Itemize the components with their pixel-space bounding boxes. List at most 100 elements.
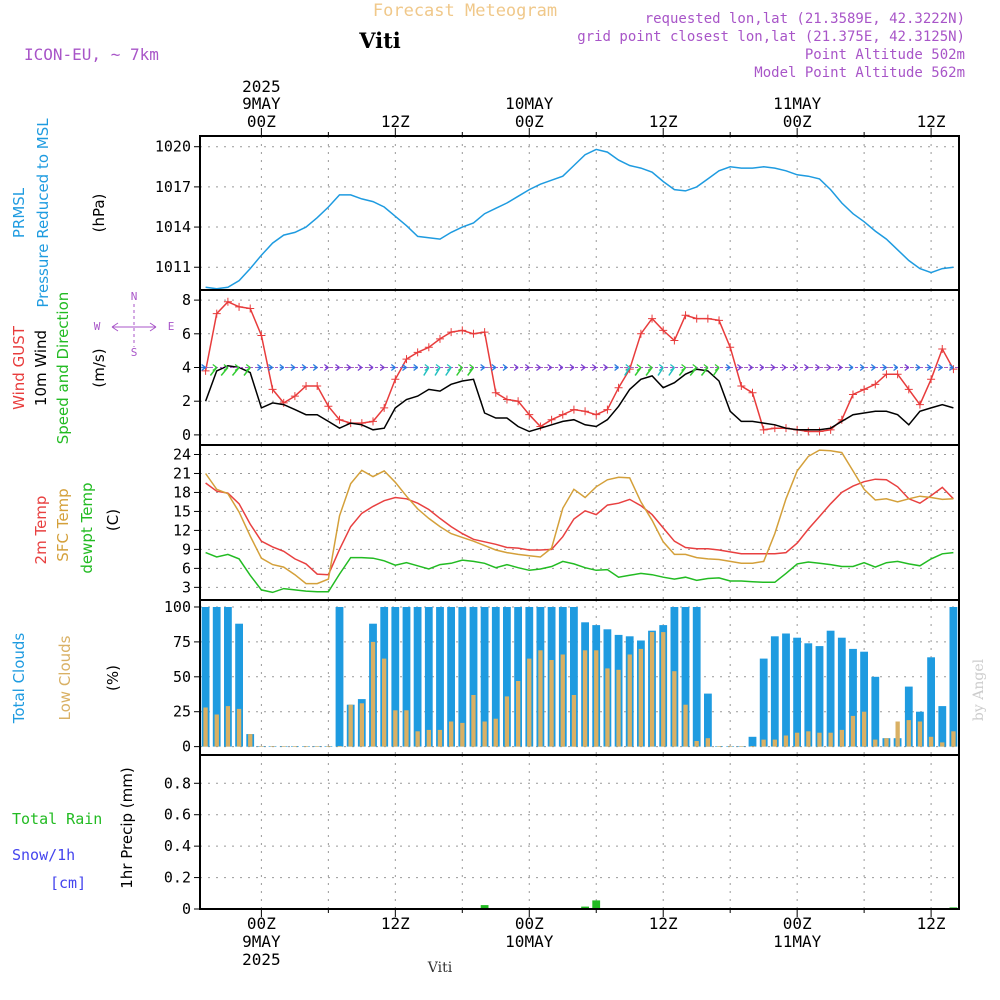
wind-arrowhead [446, 364, 452, 371]
y-tick-label: 100 [164, 598, 191, 616]
bar-low-clouds [382, 658, 387, 747]
gust-marker [424, 343, 433, 352]
bottom-tick-label: 00Z [247, 914, 276, 933]
wind-arrowhead [513, 364, 519, 371]
bar-low-clouds [828, 732, 833, 747]
wind-arrowhead [257, 364, 262, 371]
gridpoint-coords: grid point closest lon,lat (21.375E, 42.… [577, 29, 965, 45]
top-date-label: 9MAY [242, 94, 281, 113]
series-prmsl [205, 148, 954, 290]
y-tick-label: 1020 [155, 138, 191, 156]
gust-marker [882, 370, 891, 379]
y-tick-label: 4 [182, 359, 191, 377]
gust-marker [581, 407, 590, 416]
compass-arrows [111, 322, 157, 332]
bar-low-clouds [248, 734, 253, 747]
bar-low-clouds [806, 731, 811, 747]
gust-marker [335, 415, 344, 424]
y-tick-label: 0.4 [164, 837, 191, 855]
low-clouds-label: Low Clouds [56, 635, 74, 720]
wind-arrowhead [480, 364, 485, 371]
wind-arrowhead [346, 364, 352, 371]
wind-speed-dir-label: Speed and Direction [54, 292, 72, 445]
y-tick-label: 6 [182, 325, 191, 343]
bar-low-clouds [549, 660, 554, 747]
wind-arrowhead [424, 364, 430, 371]
gust-marker [804, 427, 813, 436]
wind-arrowhead [591, 364, 597, 371]
y-tick-label: 0 [182, 900, 191, 918]
bar-total-clouds [704, 693, 712, 747]
bar-low-clouds [303, 746, 309, 747]
bar-total-clouds [201, 607, 210, 747]
gust-marker [246, 304, 255, 313]
gust-marker [815, 427, 824, 436]
bar-low-clouds [661, 632, 666, 747]
bar-low-clouds [638, 648, 643, 747]
bar-low-clouds [895, 721, 900, 747]
bar-low-clouds [649, 632, 655, 747]
snow-unit-label: [cm] [50, 874, 86, 892]
wind-arrowhead [357, 364, 363, 371]
bar-low-clouds [415, 731, 420, 747]
bar-total-clouds [849, 648, 857, 747]
panel-frame [199, 444, 960, 601]
compass-e: E [168, 320, 175, 333]
wind-arrowhead [748, 364, 753, 371]
bar-total-clouds [692, 607, 701, 747]
bar-total-clouds [402, 607, 411, 747]
wind-arrowhead [268, 364, 273, 371]
gust-marker [938, 344, 947, 353]
wind-arrowhead [502, 364, 508, 371]
gust-marker [860, 385, 869, 394]
bar-low-clouds [482, 721, 487, 747]
wind-arrowhead [859, 364, 865, 371]
bar-low-clouds [705, 738, 710, 747]
wind-arrowhead [402, 364, 407, 371]
bar-low-clouds [761, 739, 766, 747]
wind-arrowhead [368, 364, 374, 371]
gust-marker [435, 334, 444, 343]
bar-total-rain [581, 906, 589, 909]
bar-low-clouds [292, 746, 297, 747]
wind-arrowhead [714, 364, 720, 371]
bar-total-clouds [436, 607, 444, 747]
top-year-label: 2025 [242, 77, 281, 96]
bar-total-rain [480, 905, 489, 909]
gust-marker [257, 331, 266, 340]
gust-marker [826, 425, 835, 434]
gust-marker [726, 343, 735, 352]
wind-arrowhead [279, 364, 285, 371]
bar-low-clouds [326, 746, 331, 747]
total-clouds-label: Total Clouds [10, 633, 28, 725]
bar-low-clouds [538, 650, 543, 747]
wind-arrowhead [904, 364, 910, 371]
gust-marker [290, 392, 299, 401]
bar-total-clouds [759, 658, 768, 747]
bar-low-clouds [370, 641, 376, 747]
bar-total-clouds [212, 607, 221, 747]
bar-low-clouds [560, 654, 565, 747]
wind-arrowhead [759, 364, 765, 371]
gust-marker [391, 375, 400, 384]
bar-low-clouds [493, 718, 498, 747]
bar-low-clouds [225, 706, 231, 747]
bar-total-rain [592, 900, 601, 909]
gust-marker [636, 329, 645, 338]
gust-marker [536, 422, 545, 431]
gust-marker [848, 390, 857, 399]
y-tick-label: 24 [173, 445, 191, 463]
wind-arrowhead [435, 364, 441, 371]
y-tick-label: 50 [173, 668, 191, 686]
series-sfc-temp [204, 449, 954, 585]
bottom-date-label: 10MAY [505, 932, 554, 951]
top-tick-label: 12Z [917, 112, 946, 131]
wind-arrowhead [245, 364, 251, 371]
bar-total-clouds [927, 657, 935, 747]
y-tick-label: 1017 [155, 178, 191, 196]
gust-marker [614, 383, 623, 392]
bar-low-clouds [582, 650, 588, 747]
bar-total-clouds [860, 651, 868, 747]
wind-arrowhead [736, 364, 742, 371]
